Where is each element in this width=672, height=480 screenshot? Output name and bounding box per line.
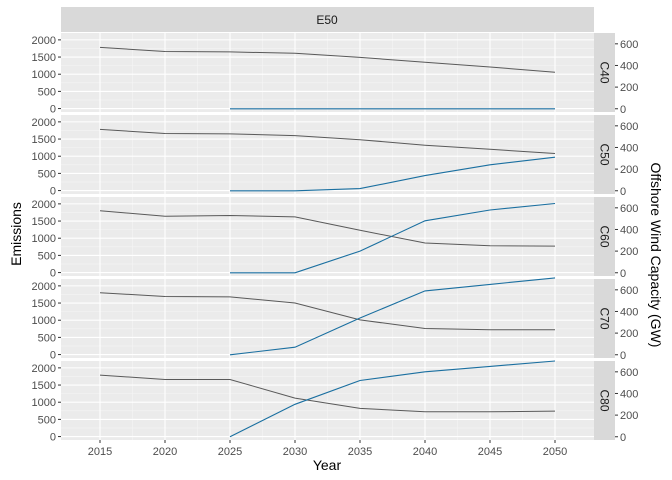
y-left-tick-label: 1500 bbox=[32, 216, 56, 228]
y-left-tick-label: 2000 bbox=[32, 35, 56, 47]
x-tick-label: 2050 bbox=[543, 446, 567, 458]
y-left-tick-label: 2000 bbox=[32, 199, 56, 211]
y-left-tick-label: 2000 bbox=[32, 281, 56, 293]
emissions-line bbox=[99, 374, 556, 413]
y-right-tick-label: 200 bbox=[620, 328, 638, 340]
y-right-tick-label: 600 bbox=[620, 203, 638, 215]
wind-capacity-line bbox=[230, 156, 556, 192]
top-strip-label: E50 bbox=[316, 13, 338, 27]
y-axis-left-title: Emissions bbox=[8, 202, 24, 266]
y-left-tick-label: 500 bbox=[38, 168, 56, 180]
y-right-tick-label: 0 bbox=[620, 186, 626, 198]
y-right-tick-label: 0 bbox=[620, 350, 626, 362]
emissions-line bbox=[99, 292, 555, 331]
y-right-tick-label: 400 bbox=[620, 306, 638, 318]
panel-c70: 0 500 1000 1500 2000 C70 0 200 400 600 bbox=[32, 277, 638, 362]
facet-strip bbox=[594, 197, 615, 276]
y-left-tick-label: 1000 bbox=[32, 397, 56, 409]
emissions-line bbox=[99, 128, 556, 154]
y-left-tick-label: 500 bbox=[38, 332, 56, 344]
facet-strip bbox=[594, 279, 615, 358]
y-left-tick-label: 500 bbox=[38, 250, 56, 262]
y-right-tick-label: 600 bbox=[620, 121, 638, 133]
y-right-tick-label: 200 bbox=[620, 246, 638, 258]
y-right-tick-label: 600 bbox=[620, 367, 638, 379]
y-left-tick-label: 1500 bbox=[32, 298, 56, 310]
wind-capacity-line bbox=[229, 277, 556, 356]
y-right-tick-label: 0 bbox=[620, 432, 626, 444]
x-tick-label: 2015 bbox=[88, 446, 112, 458]
wind-capacity-line bbox=[230, 202, 556, 274]
y-right-tick-label: 200 bbox=[620, 164, 638, 176]
facet-strip-label: C70 bbox=[598, 307, 612, 329]
y-right-tick-label: 600 bbox=[620, 39, 638, 51]
y-left-tick-label: 1000 bbox=[32, 151, 56, 163]
y-right-tick-label: 600 bbox=[620, 285, 638, 297]
facet-strip-label: C50 bbox=[598, 143, 612, 165]
y-right-tick-label: 0 bbox=[620, 104, 626, 116]
x-tick-label: 2040 bbox=[413, 446, 437, 458]
y-left-tick-label: 1000 bbox=[32, 315, 56, 327]
y-left-tick-label: 1500 bbox=[32, 380, 56, 392]
panel-c50: 0 500 1000 1500 2000 C50 0 200 400 600 bbox=[32, 115, 638, 198]
panels-layer: 0500100015002000C40020040060005001000150… bbox=[32, 33, 638, 444]
y-left-tick-label: 1000 bbox=[32, 69, 56, 81]
x-tick-label: 2020 bbox=[153, 446, 177, 458]
y-left-tick-label: 1500 bbox=[32, 52, 56, 64]
y-right-tick-label: 200 bbox=[620, 410, 638, 422]
facet-strip bbox=[594, 33, 615, 112]
y-right-tick-label: 400 bbox=[620, 388, 638, 400]
emissions-line bbox=[99, 46, 556, 73]
y-left-tick-label: 0 bbox=[50, 186, 56, 198]
y-left-tick-label: 0 bbox=[50, 268, 56, 280]
panel-c60: 0 500 1000 1500 2000 C60 0 200 400 600 bbox=[32, 197, 638, 280]
wind-capacity-line bbox=[229, 360, 556, 438]
y-right-tick-label: 400 bbox=[620, 142, 638, 154]
y-left-tick-label: 0 bbox=[50, 350, 56, 362]
y-right-tick-label: 400 bbox=[620, 60, 638, 72]
top-strip bbox=[61, 7, 594, 32]
y-left-tick-label: 0 bbox=[50, 104, 56, 116]
x-axis-title: Year bbox=[313, 457, 342, 473]
y-left-tick-label: 1500 bbox=[32, 134, 56, 146]
y-left-tick-label: 500 bbox=[38, 414, 56, 426]
x-tick-label: 2030 bbox=[283, 446, 307, 458]
y-right-tick-label: 400 bbox=[620, 224, 638, 236]
facet-strip bbox=[594, 361, 615, 440]
y-left-tick-label: 2000 bbox=[32, 117, 56, 129]
y-left-tick-label: 0 bbox=[50, 432, 56, 444]
x-tick-label: 2035 bbox=[348, 446, 372, 458]
panel-c80: 0 500 1000 1500 2000 C80 0 200 400 600 bbox=[32, 360, 638, 444]
y-right-tick-label: 0 bbox=[620, 268, 626, 280]
y-left-tick-label: 500 bbox=[38, 86, 56, 98]
facet-strip-label: C80 bbox=[598, 389, 612, 411]
x-tick-label: 2025 bbox=[218, 446, 242, 458]
emissions-line bbox=[99, 210, 556, 247]
x-tick-label: 2045 bbox=[478, 446, 502, 458]
x-axis: 2015 2020 2025 2030 2035 2040 2045 2050 bbox=[88, 440, 567, 458]
facet-strip-label: C60 bbox=[598, 225, 612, 247]
y-left-tick-label: 1000 bbox=[32, 233, 56, 245]
y-left-tick-label: 2000 bbox=[32, 363, 56, 375]
y-right-tick-label: 200 bbox=[620, 82, 638, 94]
facet-strip-label: C40 bbox=[598, 61, 612, 83]
y-axis-right-title: Offshore Wind Capacity (GW) bbox=[648, 163, 664, 348]
panel-c40: 0 500 1000 1500 2000 C40 0 200 400 600 bbox=[32, 33, 638, 116]
facet-strip bbox=[594, 115, 615, 194]
